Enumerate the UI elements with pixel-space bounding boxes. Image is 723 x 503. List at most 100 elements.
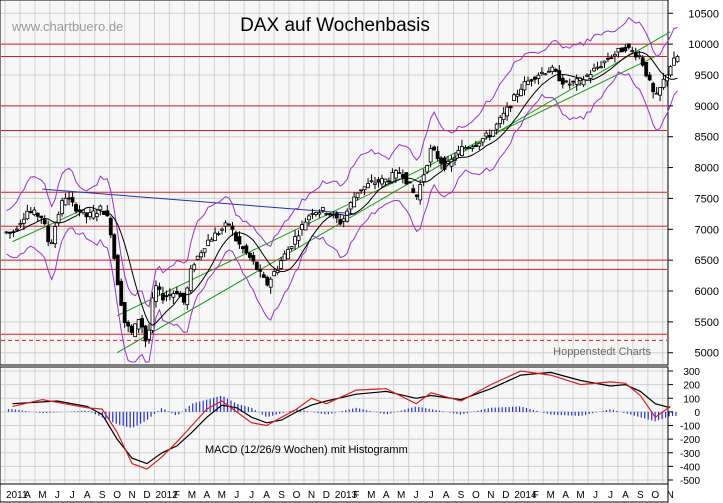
candle-body bbox=[602, 60, 607, 64]
x-axis-label: F bbox=[533, 490, 539, 501]
x-axis-label: N bbox=[128, 490, 135, 501]
candle-body bbox=[28, 211, 33, 213]
x-axis-label: A bbox=[263, 490, 270, 501]
candle-body bbox=[15, 228, 19, 231]
price-y-tick-label: 6500 bbox=[695, 255, 719, 267]
price-y-tick-label: 7000 bbox=[695, 224, 719, 236]
candle-body bbox=[150, 297, 155, 331]
candle-body bbox=[557, 70, 562, 82]
candle-body bbox=[411, 188, 416, 194]
candle-body bbox=[307, 215, 311, 221]
candle-body bbox=[240, 246, 245, 250]
candle-body bbox=[397, 172, 402, 174]
macd-title: MACD (12/26/9 Wochen) mit Histogramm bbox=[205, 444, 408, 456]
x-axis-label: D bbox=[502, 490, 509, 501]
candle-body bbox=[355, 192, 360, 198]
green-trendline bbox=[12, 207, 88, 243]
price-y-tick-label: 8500 bbox=[695, 132, 719, 144]
candle-body bbox=[633, 52, 638, 58]
x-axis-label: 2011 bbox=[6, 490, 28, 501]
x-axis-label: J bbox=[608, 490, 613, 501]
candle-body bbox=[522, 81, 527, 91]
candle-body bbox=[300, 224, 304, 230]
candle-body bbox=[380, 178, 384, 185]
candle-body bbox=[456, 149, 461, 155]
candle-body bbox=[400, 174, 405, 178]
candle-body bbox=[195, 255, 200, 260]
price-y-tick-label: 10000 bbox=[688, 39, 719, 51]
candle-body bbox=[515, 93, 520, 97]
x-axis-label: J bbox=[429, 490, 434, 501]
candle-body bbox=[526, 80, 530, 85]
candle-body bbox=[286, 249, 290, 260]
x-axis-label: A bbox=[84, 490, 91, 501]
candle-body bbox=[609, 57, 614, 60]
macd-y-tick-label: 0 bbox=[694, 408, 700, 419]
candle-body bbox=[640, 57, 645, 66]
candle-body bbox=[21, 218, 26, 224]
candle-body bbox=[672, 57, 676, 66]
candle-body bbox=[272, 271, 277, 277]
candle-body bbox=[498, 117, 503, 125]
price-y-tick-label: 6000 bbox=[695, 286, 719, 298]
macd-panel: 300 200 100 0 -100 -200 -300 -400 -500 MACD (12/… bbox=[0, 366, 700, 487]
candle-body bbox=[213, 232, 217, 241]
candle-body bbox=[491, 129, 496, 137]
candle-body bbox=[338, 219, 343, 225]
candle-body bbox=[376, 179, 381, 183]
x-axis-label: J bbox=[70, 490, 75, 501]
macd-y-tick-label: 200 bbox=[683, 381, 700, 392]
blue-trendline bbox=[42, 188, 357, 215]
candle-body bbox=[199, 252, 204, 258]
x-axis-frame bbox=[0, 483, 669, 503]
candle-body bbox=[626, 43, 631, 48]
candle-body bbox=[303, 221, 308, 231]
x-axis-label: O bbox=[113, 490, 121, 501]
candle-body bbox=[209, 239, 214, 242]
x-axis-label: O bbox=[651, 490, 659, 501]
candle-body bbox=[477, 142, 482, 147]
candle-body bbox=[112, 234, 117, 259]
candle-body bbox=[470, 146, 475, 149]
x-axis-label: M bbox=[367, 490, 375, 501]
x-axis-label: O bbox=[293, 490, 301, 501]
candle-body bbox=[171, 293, 176, 298]
candle-body bbox=[63, 197, 68, 206]
macd-grid bbox=[1, 368, 667, 483]
macd-black-line bbox=[12, 371, 671, 465]
candle-body bbox=[136, 319, 141, 330]
price-series bbox=[4, 16, 680, 363]
macd-y-tick-label: -100 bbox=[680, 422, 700, 433]
candle-body bbox=[550, 66, 555, 72]
candle-body bbox=[553, 68, 558, 72]
x-axis-label: J bbox=[55, 490, 60, 501]
price-y-tick-label: 9000 bbox=[695, 101, 719, 113]
candle-body bbox=[466, 147, 471, 150]
candle-body bbox=[630, 50, 635, 52]
candle-body bbox=[289, 246, 294, 249]
candle-body bbox=[616, 47, 621, 53]
macd-lines bbox=[12, 370, 671, 470]
candle-body bbox=[494, 123, 499, 130]
candle-body bbox=[345, 210, 350, 222]
candle-body bbox=[675, 56, 680, 63]
x-axis-label: A bbox=[203, 490, 210, 501]
candle-body bbox=[108, 217, 113, 236]
macd-y-tick-label: -500 bbox=[680, 476, 700, 487]
candle-body bbox=[644, 61, 649, 77]
candle-body bbox=[341, 218, 346, 222]
candle-body bbox=[296, 235, 301, 241]
candle-body bbox=[60, 200, 65, 215]
candle-body bbox=[258, 269, 263, 272]
x-axis-label: N bbox=[667, 490, 674, 501]
price-panel: 5000 5500 6000 6500 7000 7500 8000 8500 9000 9500… bbox=[0, 0, 719, 366]
candle-body bbox=[230, 225, 235, 230]
macd-y-axis-ticks: 300 200 100 0 -100 -200 -300 -400 -500 bbox=[668, 367, 700, 487]
x-axis-label: A bbox=[383, 490, 390, 501]
x-axis-label: 2013 bbox=[335, 490, 358, 501]
lower-band-line bbox=[6, 71, 678, 363]
candle-body bbox=[654, 92, 659, 95]
candle-body bbox=[56, 214, 61, 223]
candle-body bbox=[619, 47, 624, 53]
